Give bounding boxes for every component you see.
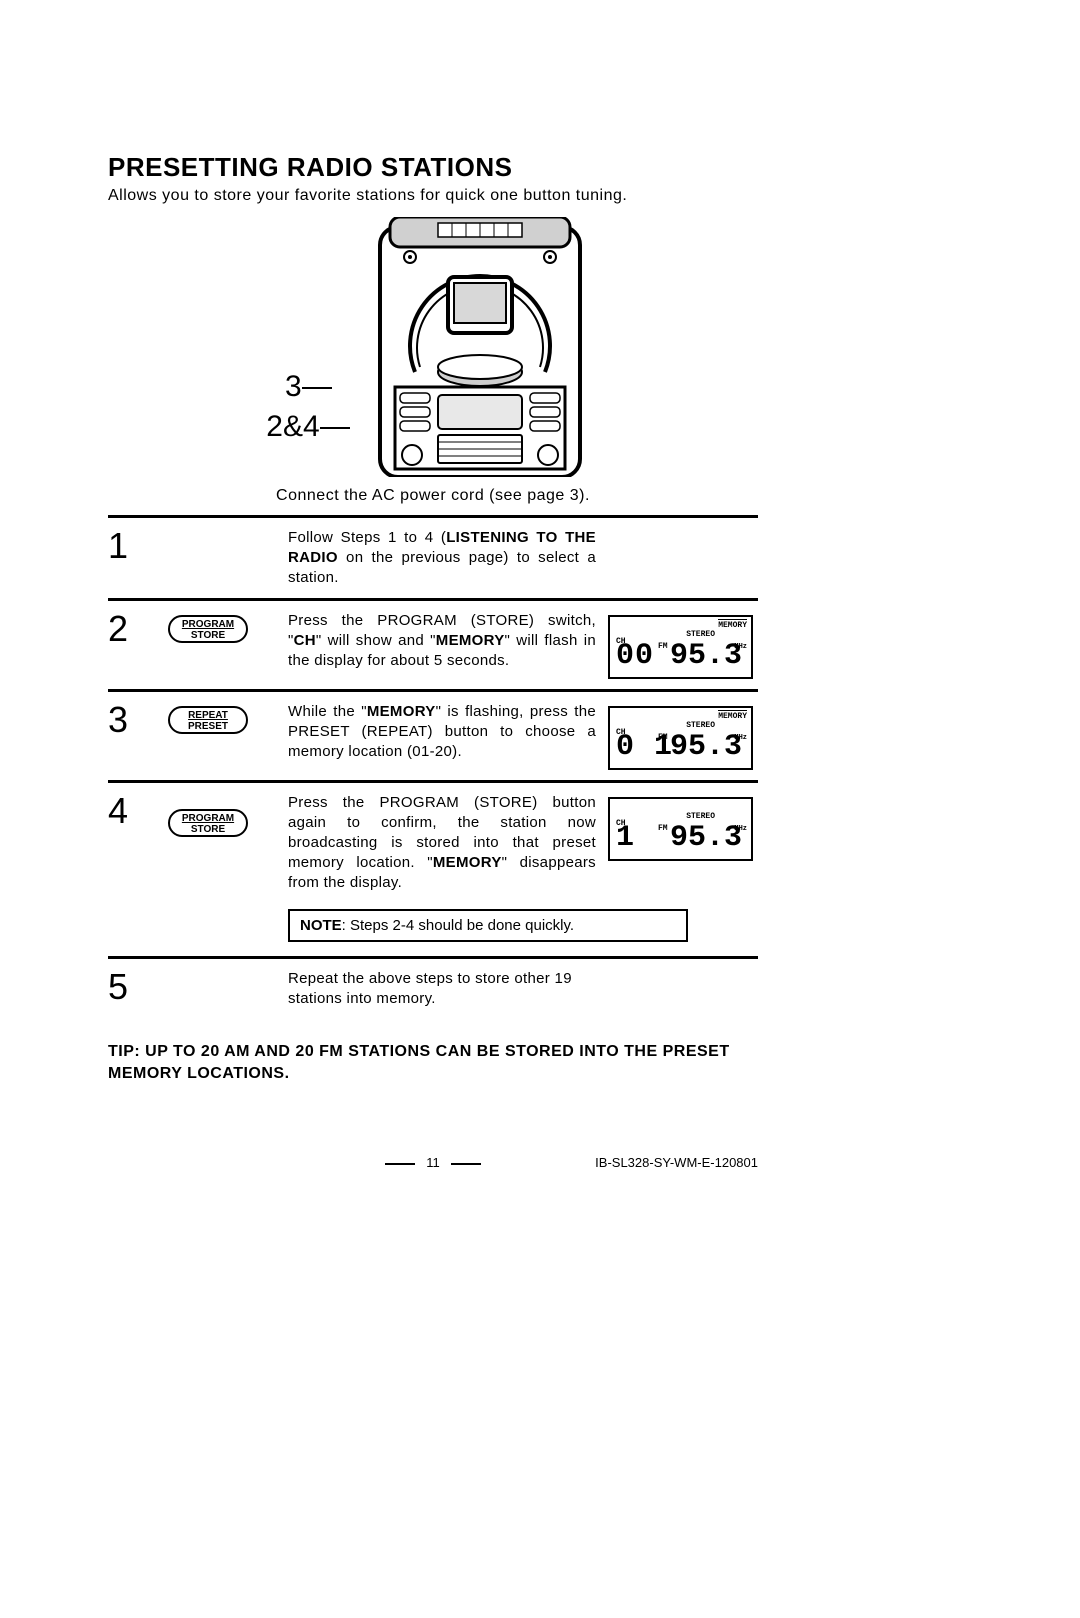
program-store-button-icon: PROGRAM STORE bbox=[168, 809, 248, 837]
step-4: 4 PROGRAM STORE Press the PROGRAM (STORE… bbox=[108, 780, 758, 903]
note-box: NOTE: Steps 2-4 should be done quickly. bbox=[288, 909, 688, 942]
step-number: 3 bbox=[108, 702, 168, 770]
callout-3: 3 bbox=[285, 370, 302, 403]
step-3: 3 REPEAT PRESET While the "MEMORY" is fl… bbox=[108, 689, 758, 780]
step-number: 2 bbox=[108, 611, 168, 679]
step-text: While the "MEMORY" is flashing, press th… bbox=[288, 702, 608, 770]
step-number: 4 bbox=[108, 793, 168, 893]
connect-note: Connect the AC power cord (see page 3). bbox=[108, 487, 758, 505]
tip-text: TIP: UP TO 20 AM AND 20 FM STATIONS CAN … bbox=[108, 1041, 758, 1085]
step-5: 5 Repeat the above steps to store other … bbox=[108, 959, 758, 1019]
lcd-display-icon: MEMORY STEREO CH 00 FM 95.3 MHz bbox=[608, 615, 753, 679]
callout-2-4: 2&4 bbox=[266, 410, 319, 443]
lcd-display-icon: STEREO CH 1 FM 95.3 MHz bbox=[608, 797, 753, 861]
step-text: Repeat the above steps to store other 19… bbox=[288, 969, 608, 1009]
page-title: PRESETTING RADIO STATIONS bbox=[108, 152, 758, 183]
manual-page: PRESETTING RADIO STATIONS Allows you to … bbox=[108, 152, 758, 1170]
repeat-preset-button-icon: REPEAT PRESET bbox=[168, 706, 248, 734]
step-number: 5 bbox=[108, 969, 168, 1009]
step-number: 1 bbox=[108, 528, 168, 588]
doc-code: IB-SL328-SY-WM-E-120801 bbox=[595, 1155, 758, 1170]
page-number: 11 bbox=[418, 1155, 448, 1170]
callout-labels: 3 2&4 bbox=[266, 249, 349, 445]
hero-diagram: 3 2&4 bbox=[108, 217, 758, 477]
page-footer: 11 IB-SL328-SY-WM-E-120801 bbox=[108, 1155, 758, 1170]
step-text: Press the PROGRAM (STORE) button again t… bbox=[288, 793, 608, 893]
step-text: Press the PROGRAM (STORE) switch, "CH" w… bbox=[288, 611, 608, 679]
program-store-button-icon: PROGRAM STORE bbox=[168, 615, 248, 643]
page-subtitle: Allows you to store your favorite statio… bbox=[108, 187, 758, 205]
step-1: 1 Follow Steps 1 to 4 (LISTENING TO THE … bbox=[108, 515, 758, 598]
device-illustration bbox=[360, 217, 600, 477]
step-text: Follow Steps 1 to 4 (LISTENING TO THE RA… bbox=[288, 528, 608, 588]
lcd-display-icon: MEMORY STEREO CH 0 1 FM 95.3 MHz bbox=[608, 706, 753, 770]
step-2: 2 PROGRAM STORE Press the PROGRAM (STORE… bbox=[108, 598, 758, 689]
